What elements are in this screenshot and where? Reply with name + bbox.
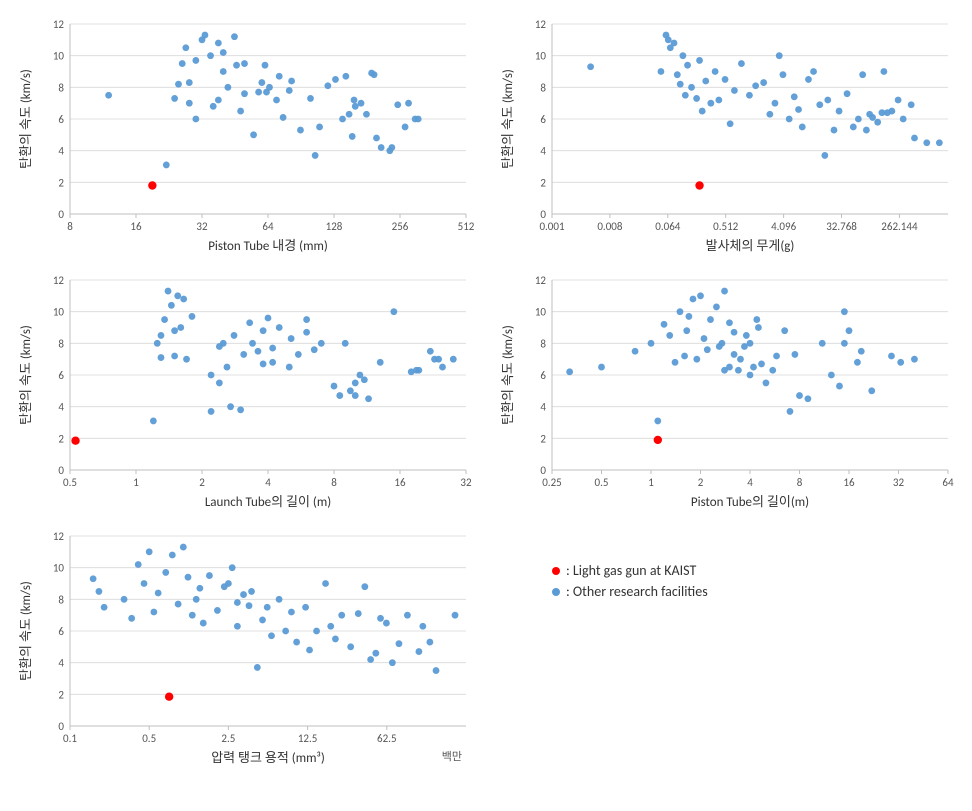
svg-text:발사체의 무게(g): 발사체의 무게(g) [706, 239, 795, 254]
svg-text:12: 12 [53, 530, 65, 543]
svg-text:6: 6 [540, 369, 546, 382]
svg-text:백만: 백만 [442, 750, 462, 763]
panel-2: 0246810120.0010.0080.0640.5124.09632.768… [492, 10, 962, 258]
legend-dot-other [552, 588, 560, 596]
svg-text:2: 2 [540, 432, 546, 445]
legend-panel: : Light gas gun at KAIST : Other researc… [492, 522, 962, 770]
svg-text:2: 2 [58, 688, 64, 701]
svg-text:압력 탱크 용적 (mm³): 압력 탱크 용적 (mm³) [211, 751, 325, 766]
svg-text:2: 2 [540, 176, 546, 189]
svg-text:2.5: 2.5 [221, 732, 235, 745]
svg-text:32.768: 32.768 [826, 220, 857, 233]
svg-text:10: 10 [53, 562, 65, 575]
svg-text:8: 8 [58, 81, 64, 94]
svg-text:12: 12 [535, 18, 547, 31]
legend-item-kaist: : Light gas gun at KAIST [552, 562, 708, 579]
svg-text:2: 2 [58, 176, 64, 189]
svg-text:8: 8 [540, 81, 546, 94]
panel-1: 0246810128163264128256512Piston Tube 내경 … [10, 10, 480, 258]
svg-text:12.5: 12.5 [298, 732, 318, 745]
svg-text:Piston Tube 내경 (mm): Piston Tube 내경 (mm) [208, 239, 328, 254]
svg-text:1: 1 [133, 476, 139, 489]
svg-text:6: 6 [540, 113, 546, 126]
svg-text:4.096: 4.096 [771, 220, 797, 233]
svg-text:16: 16 [130, 220, 142, 233]
svg-text:256: 256 [392, 220, 409, 233]
svg-text:62.5: 62.5 [377, 732, 397, 745]
panel-4: 0246810120.250.51248163264Piston Tube의 길… [492, 266, 962, 514]
svg-text:0.008: 0.008 [597, 220, 623, 233]
svg-text:0.25: 0.25 [542, 476, 562, 489]
svg-text:10: 10 [535, 306, 547, 319]
svg-text:4: 4 [540, 145, 546, 158]
svg-text:16: 16 [843, 476, 855, 489]
svg-text:32: 32 [196, 220, 208, 233]
panel-5: 0246810120.10.52.512.562.5압력 탱크 용적 (mm³)… [10, 522, 480, 770]
legend-label-other: : Other research facilities [566, 583, 708, 600]
svg-text:6: 6 [58, 369, 64, 382]
svg-text:4: 4 [58, 145, 64, 158]
svg-text:2: 2 [58, 432, 64, 445]
svg-text:128: 128 [326, 220, 343, 233]
svg-text:Piston Tube의 길이(m): Piston Tube의 길이(m) [691, 495, 809, 510]
svg-text:6: 6 [58, 113, 64, 126]
svg-text:16: 16 [394, 476, 406, 489]
svg-text:12: 12 [535, 274, 547, 287]
svg-text:32: 32 [893, 476, 905, 489]
legend-item-other: : Other research facilities [552, 583, 708, 600]
svg-text:1: 1 [648, 476, 654, 489]
legend-dot-kaist [552, 567, 560, 575]
svg-text:탄환의 속도 (km/s): 탄환의 속도 (km/s) [19, 581, 34, 681]
svg-text:12: 12 [53, 18, 65, 31]
svg-text:4: 4 [58, 657, 64, 670]
svg-text:8: 8 [540, 337, 546, 350]
svg-text:10: 10 [53, 50, 65, 63]
svg-text:8: 8 [67, 220, 73, 233]
svg-text:0.5: 0.5 [63, 476, 77, 489]
svg-text:10: 10 [53, 306, 65, 319]
svg-text:512: 512 [458, 220, 475, 233]
svg-text:0.1: 0.1 [63, 732, 77, 745]
svg-text:Launch Tube의 길이 (m): Launch Tube의 길이 (m) [205, 495, 331, 510]
svg-text:8: 8 [331, 476, 337, 489]
svg-text:2: 2 [199, 476, 205, 489]
chart-grid: 0246810128163264128256512Piston Tube 내경 … [10, 10, 962, 770]
svg-text:4: 4 [540, 401, 546, 414]
svg-text:2: 2 [698, 476, 704, 489]
svg-text:6: 6 [58, 625, 64, 638]
svg-text:탄환의 속도 (km/s): 탄환의 속도 (km/s) [19, 69, 34, 169]
svg-text:8: 8 [58, 337, 64, 350]
svg-text:0.001: 0.001 [539, 220, 565, 233]
svg-text:탄환의 속도 (km/s): 탄환의 속도 (km/s) [19, 325, 34, 425]
svg-text:64: 64 [262, 220, 274, 233]
legend-label-kaist: : Light gas gun at KAIST [566, 562, 696, 579]
svg-text:0.512: 0.512 [713, 220, 739, 233]
svg-text:4: 4 [747, 476, 753, 489]
svg-text:32: 32 [460, 476, 472, 489]
svg-text:262.144: 262.144 [881, 220, 918, 233]
svg-text:0.064: 0.064 [655, 220, 681, 233]
svg-text:0.5: 0.5 [142, 732, 156, 745]
svg-text:0.5: 0.5 [595, 476, 609, 489]
svg-text:0: 0 [58, 208, 64, 221]
svg-text:8: 8 [58, 593, 64, 606]
svg-text:탄환의 속도 (km/s): 탄환의 속도 (km/s) [501, 325, 516, 425]
svg-text:10: 10 [535, 50, 547, 63]
panel-3: 0246810120.512481632Launch Tube의 길이 (m)탄… [10, 266, 480, 514]
legend: : Light gas gun at KAIST : Other researc… [552, 562, 708, 604]
svg-text:64: 64 [942, 476, 954, 489]
svg-text:4: 4 [58, 401, 64, 414]
svg-text:4: 4 [265, 476, 271, 489]
svg-text:탄환의 속도 (km/s): 탄환의 속도 (km/s) [501, 69, 516, 169]
svg-text:8: 8 [797, 476, 803, 489]
svg-text:12: 12 [53, 274, 65, 287]
